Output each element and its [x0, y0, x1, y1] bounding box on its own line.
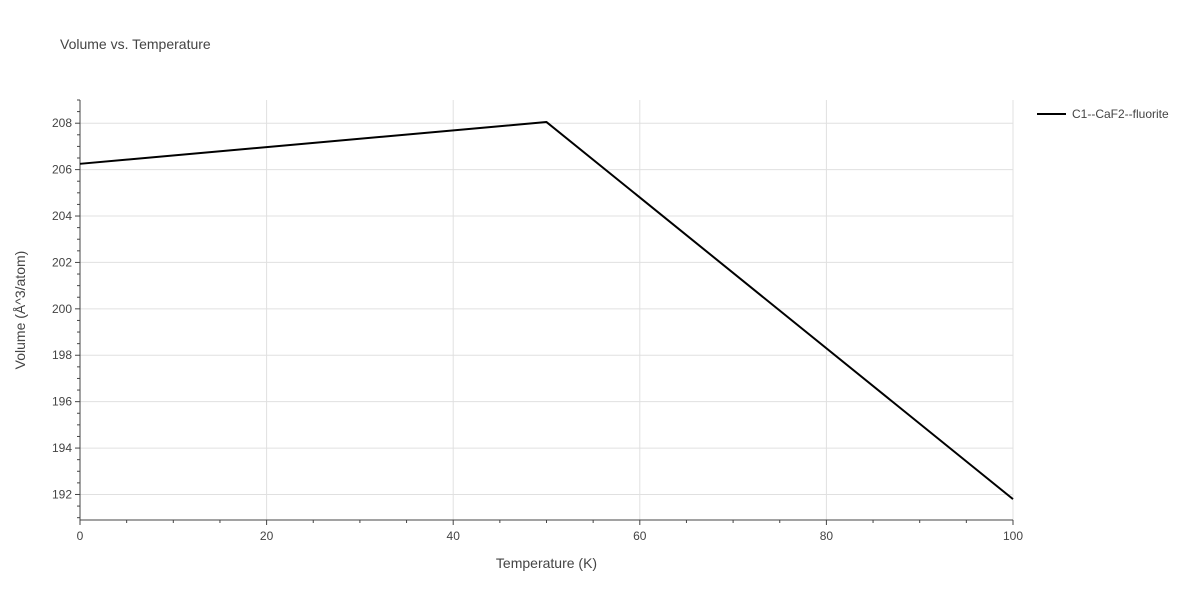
y-tick-label: 200 [52, 302, 72, 316]
x-tick-label: 80 [820, 529, 834, 543]
y-tick-label: 202 [52, 255, 72, 269]
y-tick-label: 194 [52, 441, 72, 455]
y-tick-label: 196 [52, 395, 72, 409]
x-tick-label: 100 [1003, 529, 1023, 543]
x-tick-label: 40 [447, 529, 461, 543]
series-line [79, 121, 1014, 500]
y-tick-label: 206 [52, 163, 72, 177]
y-tick-label: 208 [52, 116, 72, 130]
x-axis-title: Temperature (K) [496, 555, 597, 571]
x-tick-label: 0 [77, 529, 84, 543]
y-tick-label: 204 [52, 209, 72, 223]
y-tick-label: 198 [52, 348, 72, 362]
chart-title: Volume vs. Temperature [60, 36, 211, 52]
legend-label: C1--CaF2--fluorite [1072, 107, 1169, 121]
x-tick-label: 20 [260, 529, 274, 543]
y-axis-title: Volume (Å^3/atom) [12, 251, 28, 370]
x-tick-label: 60 [633, 529, 647, 543]
y-tick-label: 192 [52, 487, 72, 501]
